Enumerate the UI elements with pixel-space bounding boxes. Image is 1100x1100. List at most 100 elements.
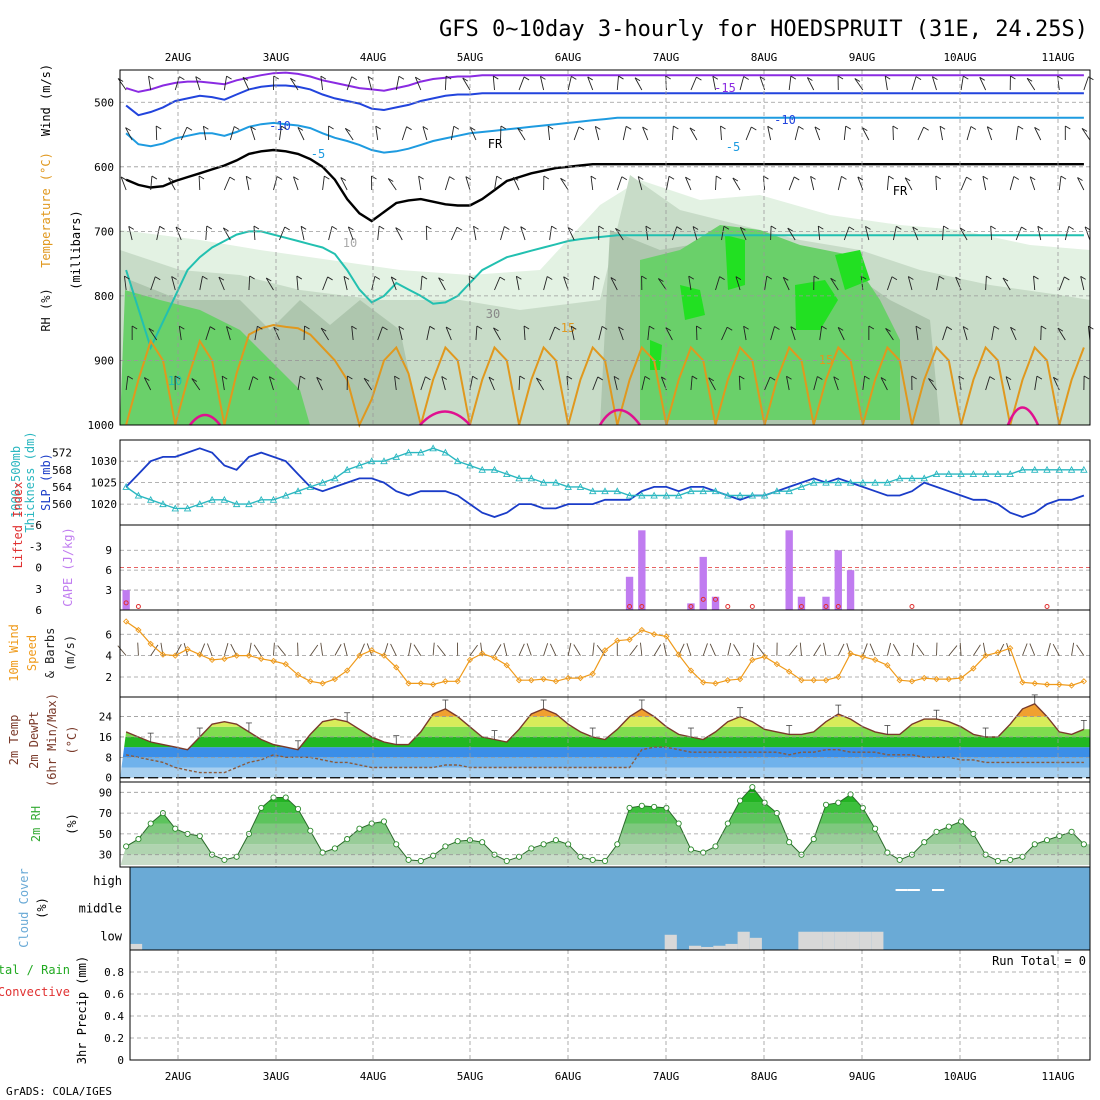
upper-wind-barb-flag	[915, 76, 922, 80]
upper-wind-barb-flag	[1088, 325, 1094, 330]
upper-wind-barb	[592, 376, 599, 391]
upper-wind-barb	[616, 76, 619, 91]
upper-wind-barb	[549, 226, 553, 241]
cloud-background	[130, 867, 1090, 950]
wind10m-barb	[408, 642, 412, 656]
rh-marker	[221, 856, 228, 863]
upper-wind-barb-flag	[817, 376, 823, 380]
wind-speed-marker	[724, 677, 731, 684]
upper-wind-barb-flag	[618, 75, 624, 80]
upper-wind-barb	[843, 226, 850, 241]
upper-wind-barb	[221, 376, 225, 391]
upper-wind-barb	[598, 326, 603, 341]
upper-wind-barb	[143, 377, 152, 391]
high-cloud-bar	[907, 889, 920, 891]
x-date-top-label: 10AUG	[943, 51, 976, 64]
pressure-tick-label: 600	[94, 161, 114, 174]
upper-wind-barb-flag	[422, 126, 429, 130]
thickness-marker	[159, 500, 167, 508]
wind10m-barb	[686, 643, 692, 656]
upper-wind-barb	[469, 127, 477, 141]
upper-wind-barb-flag	[378, 225, 385, 230]
upper-wind-barb-flag	[720, 125, 726, 130]
upper-wind-barb-flag	[743, 76, 749, 80]
upper-wind-barb-flag	[1081, 128, 1088, 132]
upper-wind-barb-flag	[891, 276, 898, 281]
rh-marker	[822, 801, 830, 808]
lifted-index-marker	[123, 600, 129, 606]
wind-speed-marker	[429, 681, 437, 688]
upper-wind-barb-flag	[837, 327, 844, 331]
wind10m-barb	[886, 642, 891, 656]
upper-wind-barb	[886, 276, 893, 291]
upper-wind-barb-flag	[751, 126, 757, 131]
thickness-marker	[503, 470, 511, 478]
rh-marker	[294, 805, 302, 812]
thickness-marker	[564, 483, 572, 490]
upper-wind-barb-flag	[578, 126, 585, 131]
t2m-ylabel: 2m DewPt	[27, 711, 41, 769]
upper-wind-barb-flag	[462, 77, 468, 82]
rh-marker	[552, 837, 559, 844]
upper-wind-barb-flag	[375, 125, 381, 130]
rh-marker	[516, 853, 523, 860]
rh-marker	[601, 857, 609, 864]
upper-wind-barb	[205, 326, 211, 341]
x-date-top-label: 5AUG	[457, 51, 484, 64]
thickness-marker	[146, 495, 155, 503]
contour-label: 15	[819, 353, 833, 367]
upper-wind-barb	[1077, 177, 1085, 191]
rh-marker	[479, 839, 486, 846]
upper-wind-barb-flag	[520, 226, 526, 231]
wind-speed-marker	[552, 678, 560, 685]
upper-wind-barb	[1015, 126, 1019, 141]
upper-wind-barb	[587, 76, 594, 91]
upper-wind-barb	[462, 77, 471, 91]
rh-marker	[835, 799, 842, 806]
upper-wind-barb-flag	[331, 226, 338, 230]
thickness-marker	[392, 452, 401, 460]
rh-marker	[172, 825, 179, 832]
upper-wind-barb-flag	[429, 325, 435, 330]
upper-wind-barb-flag	[1037, 225, 1044, 230]
upper-wind-barb	[444, 176, 450, 191]
thickness-marker	[981, 470, 990, 478]
upper-wind-barb	[150, 276, 156, 291]
upper-wind-barb	[328, 226, 333, 241]
upper-wind-barb-flag	[818, 225, 824, 230]
upper-wind-barb-flag	[202, 275, 208, 280]
upper-wind-barb	[665, 327, 673, 341]
upper-wind-barb-flag	[958, 375, 965, 380]
upper-wind-barb-flag	[1010, 326, 1016, 331]
lifted-index-marker	[835, 603, 841, 609]
upper-wind-barb-flag	[814, 126, 821, 131]
lifted-tick-label: 3	[35, 583, 42, 596]
upper-wind-barb-flag	[979, 76, 985, 81]
wind-speed-marker	[405, 680, 412, 687]
lifted-index-marker	[627, 603, 633, 609]
upper-wind-barb-flag	[665, 75, 671, 80]
upper-wind-barb-flag	[198, 175, 205, 180]
wind10m-barb	[320, 642, 324, 656]
upper-wind-barb	[794, 126, 800, 141]
rh-tick-label: 30	[99, 849, 112, 862]
upper-wind-barb-flag	[395, 227, 401, 232]
wind10m-barb	[309, 644, 319, 656]
upper-wind-barb	[395, 76, 400, 91]
upper-wind-barb-flag	[833, 376, 839, 381]
upper-wind-barb	[248, 275, 251, 291]
contour-label: 30	[486, 307, 500, 321]
upper-wind-barb-flag	[253, 225, 260, 230]
upper-wind-barb-flag	[250, 126, 256, 131]
contour-label: FR	[488, 137, 503, 151]
upper-wind-barb	[915, 326, 919, 341]
upper-wind-barb	[223, 76, 228, 91]
upper-wind-barb-flag	[932, 76, 938, 80]
upper-wind-barb-flag	[445, 75, 452, 80]
cape-tick-label: 3	[105, 584, 112, 597]
upper-wind-barb-flag	[257, 325, 263, 330]
wind10m-barb	[543, 643, 549, 656]
wind-speed-marker	[945, 675, 952, 683]
upper-wind-barb-flag	[456, 226, 463, 231]
wind-speed-marker	[331, 675, 339, 683]
